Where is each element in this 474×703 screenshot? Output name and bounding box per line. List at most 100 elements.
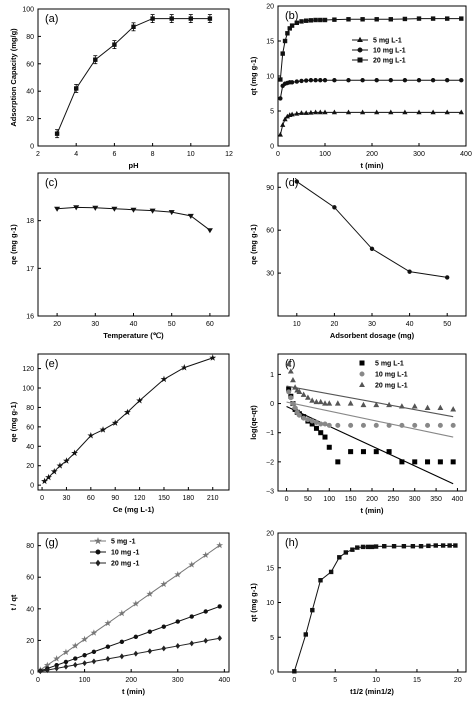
data-point xyxy=(209,354,217,361)
y-tick-label: 20 xyxy=(266,4,274,11)
x-axis-label: t (min) xyxy=(122,687,145,696)
series-line xyxy=(293,545,456,672)
y-tick-label: 60 xyxy=(26,61,34,68)
data-point xyxy=(360,544,366,550)
y-tick-label: 100 xyxy=(22,386,34,393)
data-point xyxy=(130,207,137,213)
legend-label: 5 mg -1 xyxy=(111,539,136,546)
data-point xyxy=(131,24,136,30)
data-point xyxy=(425,459,431,465)
y-tick-label: 20 xyxy=(26,463,34,470)
data-point xyxy=(217,604,222,609)
plot-frame xyxy=(37,172,230,317)
y-tick-label: −2 xyxy=(266,459,274,466)
data-point xyxy=(73,205,80,211)
panel-label: (b) xyxy=(285,10,298,22)
x-tick-label: 10 xyxy=(293,321,301,328)
data-point xyxy=(147,629,153,634)
data-point xyxy=(373,449,379,455)
series-line xyxy=(279,18,462,80)
data-point xyxy=(445,275,450,280)
data-point xyxy=(299,19,304,24)
data-point xyxy=(294,20,299,25)
data-point xyxy=(289,80,295,85)
legend-entry: 20 mg L-1 xyxy=(352,57,406,65)
data-point xyxy=(73,656,78,661)
y-axis-label: qe (mg g-1) xyxy=(9,401,18,442)
series-2 xyxy=(38,604,222,674)
data-point xyxy=(286,389,292,395)
data-point xyxy=(331,109,337,115)
data-point xyxy=(62,648,70,656)
plot-frame xyxy=(37,353,230,491)
data-point xyxy=(450,406,457,412)
data-point xyxy=(335,422,341,428)
legend-label: 10 mg -1 xyxy=(111,550,140,557)
data-point xyxy=(278,77,283,82)
data-point xyxy=(277,131,283,137)
data-point xyxy=(161,645,167,652)
y-tick-label: 0 xyxy=(270,144,274,151)
data-point xyxy=(433,543,438,548)
y-tick-label: 60 xyxy=(26,575,34,582)
data-point xyxy=(304,394,311,400)
data-point xyxy=(99,426,107,433)
x-tick-label: 250 xyxy=(388,496,400,503)
chart-panel-f: 0 50 100 150 200 250 300 350 400 −3 −2 −1 0 1 t (min) l… xyxy=(249,353,467,515)
data-point xyxy=(188,561,196,568)
data-point xyxy=(206,228,213,234)
data-point xyxy=(161,624,166,629)
x-tick-label: 10 xyxy=(372,677,380,684)
y-axis-label: qt (mg g-1) xyxy=(249,583,258,622)
y-tick-label: 60 xyxy=(266,228,274,235)
data-point xyxy=(92,205,99,211)
data-point xyxy=(348,422,354,428)
data-point xyxy=(112,42,117,47)
data-point xyxy=(105,644,111,649)
data-point xyxy=(63,457,70,464)
data-point xyxy=(63,659,69,665)
data-point xyxy=(305,417,311,423)
y-tick-label: 90 xyxy=(266,185,274,192)
data-point xyxy=(360,77,365,83)
data-point xyxy=(399,422,405,428)
x-tick-label: 150 xyxy=(345,496,357,503)
data-point xyxy=(322,421,328,427)
legend-marker xyxy=(359,360,365,366)
data-point xyxy=(169,16,174,21)
data-point xyxy=(317,398,324,405)
data-point xyxy=(123,408,131,416)
y-axis-label: qe (mg g-1) xyxy=(9,224,18,265)
y-axis-label: log(qe-qt) xyxy=(249,405,258,440)
data-point xyxy=(45,473,52,481)
y-tick-label: 60 xyxy=(26,424,34,431)
data-point xyxy=(93,57,98,62)
data-point xyxy=(318,430,324,436)
chart-panel-b: 0 100 200 300 400 0 5 10 15 20 t (min) qt (mg g-1) (… xyxy=(249,4,472,171)
chart-panel-e: 0 30 60 90 120 150 180 210 0 20 40 60 80 100 120 Ce (mg… xyxy=(9,353,230,514)
data-point xyxy=(437,422,443,428)
data-point xyxy=(318,421,324,427)
x-tick-label: 20 xyxy=(454,677,462,684)
data-point xyxy=(416,16,422,21)
panel-label: (c) xyxy=(45,177,58,189)
data-point xyxy=(348,449,354,455)
x-tick-label: 300 xyxy=(413,151,425,158)
data-point xyxy=(63,663,69,670)
x-tick-label: 0 xyxy=(36,677,40,684)
data-point xyxy=(437,459,443,465)
data-point xyxy=(430,16,436,21)
x-tick-label: 100 xyxy=(323,496,335,503)
y-tick-label: 100 xyxy=(22,7,34,14)
data-point xyxy=(459,77,464,83)
data-point xyxy=(104,619,112,627)
data-point xyxy=(326,422,332,428)
data-point xyxy=(322,434,328,440)
data-point xyxy=(317,109,323,115)
data-point xyxy=(401,544,407,549)
x-tick-label: 400 xyxy=(452,496,464,503)
y-tick-label: 20 xyxy=(266,531,274,538)
data-point xyxy=(146,590,154,597)
legend-entry: 10 mg -1 xyxy=(90,549,140,557)
